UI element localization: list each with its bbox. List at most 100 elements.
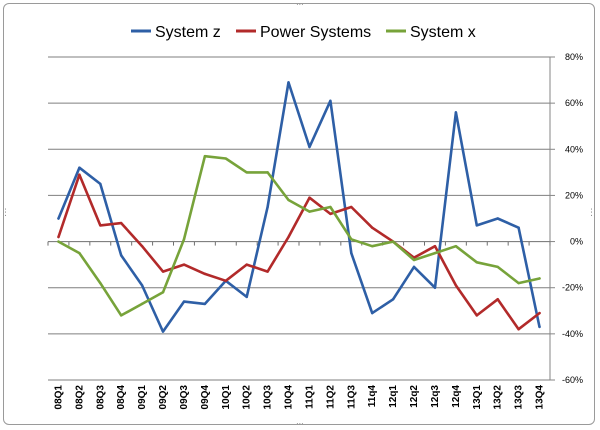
data-point: [433, 286, 437, 289]
data-point: [224, 157, 227, 160]
data-point: [391, 298, 395, 301]
data-point: [266, 270, 269, 273]
data-point: [120, 221, 123, 225]
data-point: [140, 244, 144, 248]
data-point: [475, 261, 478, 264]
data-point: [308, 145, 311, 149]
data-point: [475, 314, 478, 317]
data-point: [57, 217, 60, 220]
x-tick-label: 10Q3: [263, 385, 274, 410]
data-point: [182, 238, 186, 241]
y-tick-label: -20%: [562, 283, 583, 293]
data-point: [329, 99, 332, 103]
data-point: [140, 284, 144, 287]
resize-handle-bottom[interactable]: ∙∙∙: [296, 418, 304, 428]
data-point: [517, 281, 520, 285]
data-point: [203, 272, 207, 276]
x-tick-label: 11q4: [367, 385, 378, 408]
y-tick-label: 80%: [565, 52, 583, 62]
series-lines: [57, 81, 541, 333]
legend-label: System x: [410, 24, 476, 41]
data-point: [224, 279, 227, 282]
data-point: [412, 265, 416, 269]
data-point: [496, 298, 499, 301]
data-point: [203, 302, 207, 306]
x-tick-label: 08Q4: [116, 385, 127, 410]
x-tick-label: 12q4: [451, 385, 462, 408]
x-tick-label: 13Q3: [514, 385, 525, 410]
data-point: [245, 263, 248, 266]
data-point: [517, 226, 520, 229]
resize-handle-left[interactable]: ⋮: [1, 207, 10, 217]
data-point: [99, 182, 102, 186]
data-point: [203, 155, 207, 158]
data-point: [538, 311, 541, 315]
x-tick-label: 11Q2: [325, 385, 336, 409]
data-point: [182, 300, 186, 303]
data-point: [287, 198, 290, 202]
data-point: [538, 325, 541, 329]
data-point: [454, 244, 458, 248]
data-point: [57, 235, 60, 239]
data-point: [99, 224, 102, 227]
x-axis-ticks: 08Q1 08Q2 08Q3 08Q4 09Q1 09Q2 09Q3 09Q4 10Q1 10Q2…: [47, 241, 551, 410]
data-point: [287, 235, 290, 239]
data-point: [350, 251, 353, 255]
data-point: [496, 217, 499, 220]
resize-handle-top[interactable]: ∙∙∙: [296, 0, 304, 9]
y-tick-label: -40%: [562, 329, 583, 339]
data-point: [308, 210, 311, 213]
data-point: [99, 281, 102, 285]
data-point: [120, 254, 123, 257]
data-point: [517, 328, 520, 331]
y-tick-label: 40%: [565, 144, 583, 154]
x-tick-label: 09Q2: [158, 385, 169, 410]
resize-handle-right[interactable]: ⋮: [587, 207, 596, 217]
x-tick-label: 10Q1: [221, 385, 232, 410]
data-point: [266, 205, 269, 209]
data-point: [329, 212, 332, 216]
series-line-system-x: [57, 154, 541, 317]
data-point: [78, 251, 81, 255]
x-tick-label: 13Q2: [493, 385, 504, 410]
y-axis-ticks: 80% 60% 40% 20% 0% -20% -40% -60%: [550, 52, 583, 385]
x-tick-label: 10Q4: [284, 385, 295, 410]
data-point: [120, 314, 123, 317]
data-point: [496, 265, 499, 269]
data-point: [78, 166, 81, 169]
data-point: [454, 111, 458, 114]
data-point: [161, 330, 165, 333]
data-point: [538, 277, 541, 280]
data-point: [391, 240, 395, 243]
data-point: [308, 196, 311, 199]
data-point: [350, 205, 353, 209]
data-point: [245, 171, 248, 174]
data-point: [266, 171, 269, 174]
y-tick-label: -60%: [562, 375, 583, 385]
data-point: [371, 226, 374, 229]
y-tick-label: 20%: [565, 190, 583, 200]
series-line-power-systems: [57, 173, 541, 331]
data-point: [57, 240, 60, 243]
data-point: [140, 302, 144, 306]
x-tick-label: 11Q3: [346, 385, 357, 409]
x-tick-label: 11Q1: [304, 385, 315, 409]
legend-label: Power Systems: [260, 24, 371, 41]
data-point: [371, 244, 374, 248]
x-tick-label: 09Q3: [179, 385, 190, 410]
data-point: [412, 258, 416, 262]
x-tick-label: 12q3: [430, 385, 441, 408]
data-point: [161, 270, 165, 273]
y-tick-label: 60%: [565, 98, 583, 108]
x-tick-label: 09Q1: [137, 385, 148, 410]
y-tick-label: 0%: [570, 237, 583, 247]
x-tick-label: 12q2: [409, 385, 420, 408]
x-tick-label: 12q1: [388, 385, 399, 408]
x-tick-label: 13Q4: [535, 385, 546, 410]
series-line-system-z: [57, 81, 541, 333]
x-tick-label: 08Q3: [95, 385, 106, 410]
data-point: [350, 238, 353, 241]
data-point: [433, 244, 437, 248]
